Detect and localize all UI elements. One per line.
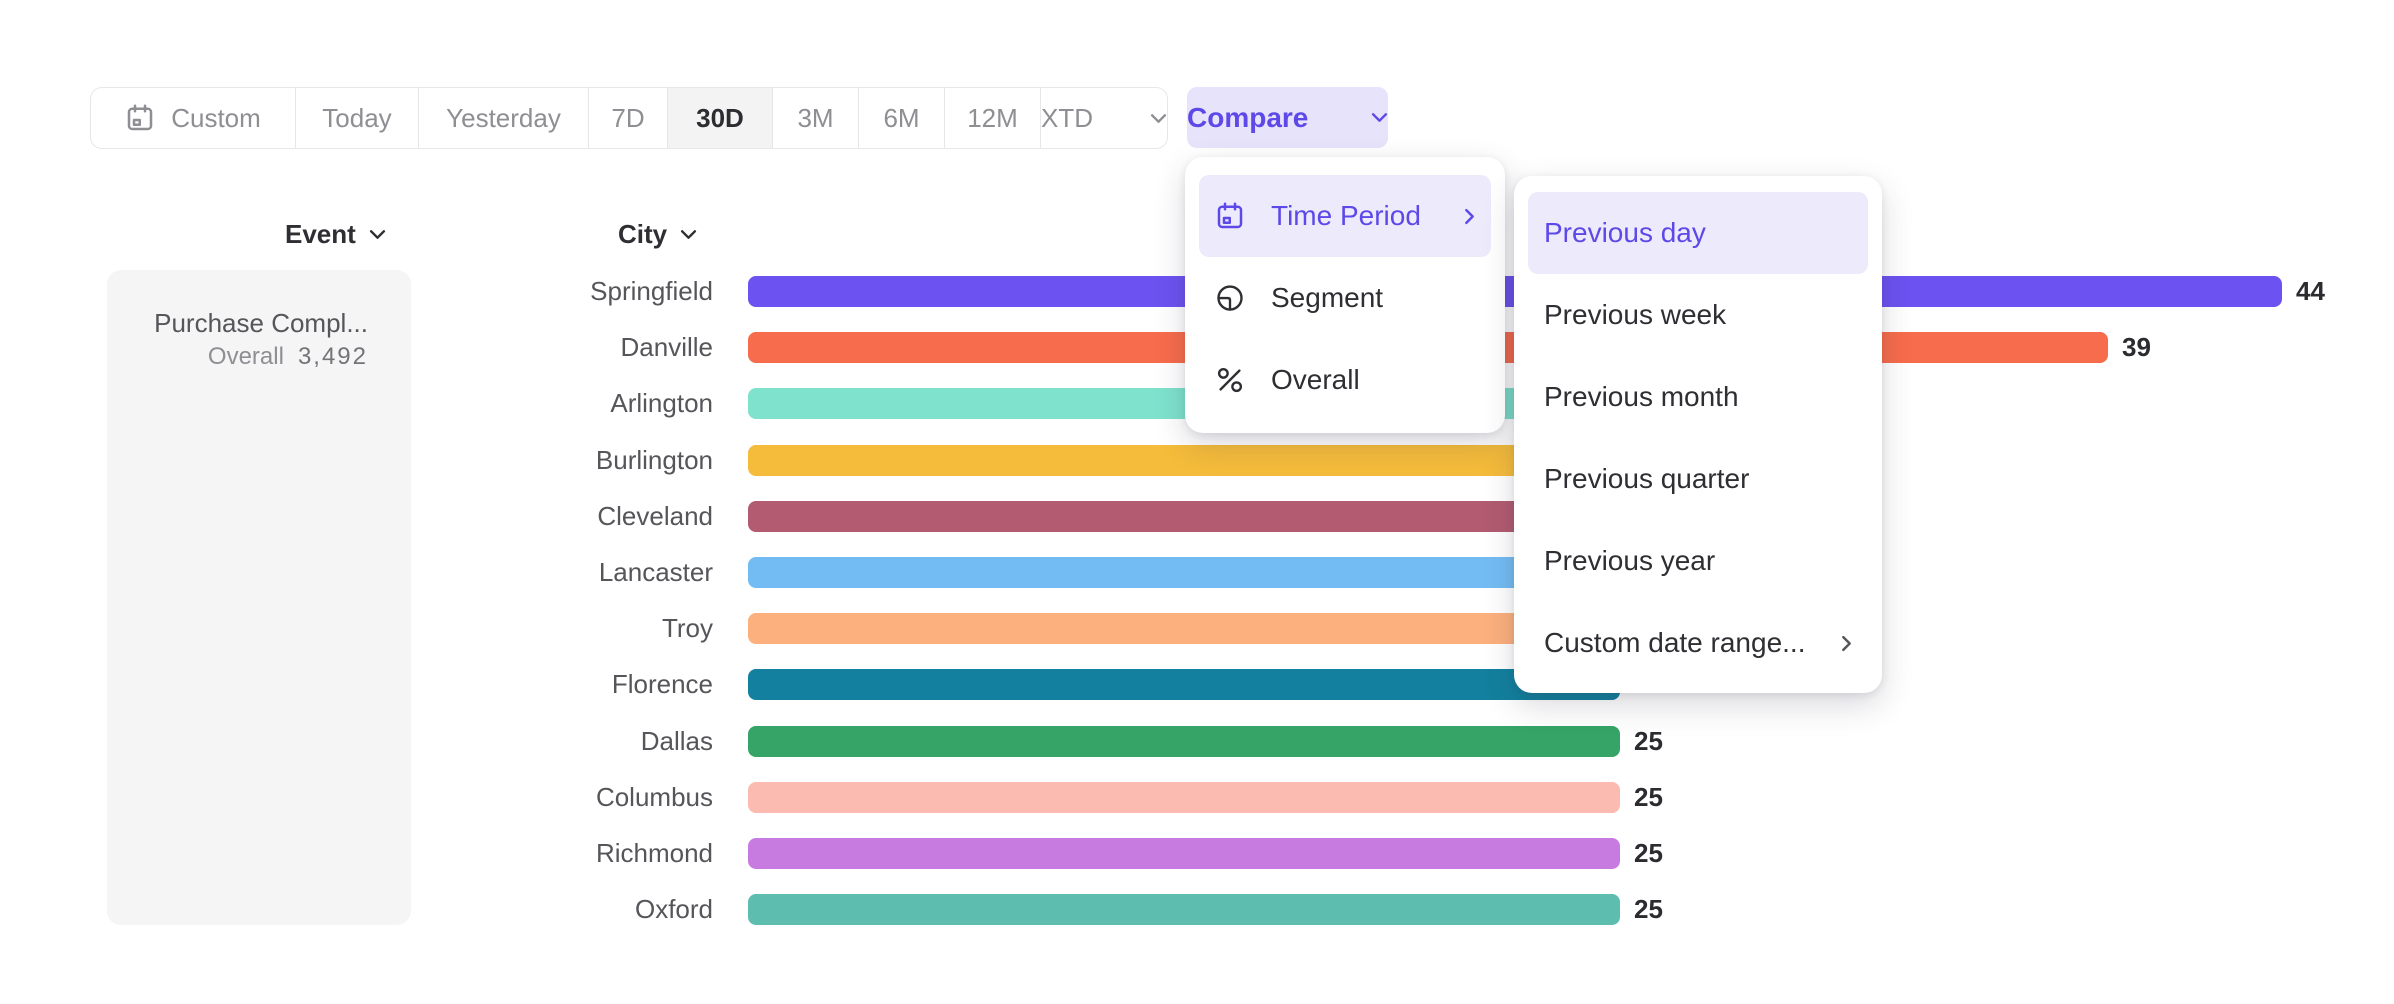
percent-icon (1215, 365, 1245, 395)
city-column-label: City (618, 218, 668, 249)
category-label: Dallas (640, 726, 713, 756)
bar-oxford[interactable] (748, 894, 1620, 925)
category-label: Florence (611, 669, 713, 699)
bar-columbus[interactable] (748, 782, 1620, 813)
toolbar-button-label: XTD (1041, 102, 1093, 133)
toolbar-button-label: 3M (797, 102, 834, 133)
toolbar-button-label: 12M (967, 102, 1018, 133)
toolbar-button-7d[interactable]: 7D (589, 88, 668, 148)
overall-value: 3,492 (297, 343, 368, 370)
bar-value-label: 39 (2122, 332, 2151, 362)
menu-item-label: Segment (1271, 282, 1384, 313)
category-label: Oxford (634, 894, 713, 924)
menu-item-previous-day[interactable]: Previous day (1528, 192, 1868, 274)
menu-item-previous-month[interactable]: Previous month (1528, 356, 1868, 438)
toolbar-button-yesterday[interactable]: Yesterday (419, 88, 589, 148)
compare-menu: Time Period Segment Overall (1185, 157, 1505, 433)
menu-item-previous-week[interactable]: Previous week (1528, 274, 1868, 356)
chevron-down-icon (680, 229, 697, 240)
category-label: Columbus (595, 782, 713, 812)
bar-value-label: 25 (1634, 782, 1663, 812)
event-column-label: Event (285, 218, 356, 249)
event-overall: Overall 3,492 (127, 342, 368, 372)
calendar-icon (125, 103, 155, 133)
category-label: Troy (661, 613, 713, 643)
toolbar-button-custom[interactable]: Custom (91, 88, 296, 148)
toolbar-button-label: Today (322, 102, 392, 133)
bar-troy[interactable] (748, 613, 1655, 644)
menu-item-label: Previous day (1544, 217, 1706, 248)
toolbar-button-label: 30D (696, 102, 744, 133)
overall-label: Overall (207, 343, 284, 370)
toolbar-button-xtd[interactable]: XTD (1041, 88, 1167, 148)
category-label: Burlington (595, 445, 713, 475)
chevron-right-icon (1464, 208, 1475, 225)
compare-button[interactable]: Compare (1187, 87, 1388, 148)
bar-value-label: 25 (1634, 894, 1663, 924)
event-card[interactable]: Purchase Compl... Overall 3,492 (107, 270, 411, 925)
toolbar-button-3m[interactable]: 3M (773, 88, 859, 148)
menu-item-previous-quarter[interactable]: Previous quarter (1528, 438, 1868, 520)
event-name: Purchase Compl... (154, 308, 368, 338)
bar-value-label: 44 (2296, 276, 2325, 306)
menu-item-overall[interactable]: Overall (1199, 339, 1491, 421)
chevron-down-icon (1150, 113, 1167, 124)
menu-item-label: Overall (1271, 364, 1360, 395)
category-label: Arlington (610, 388, 713, 418)
bar-dallas[interactable] (748, 726, 1620, 757)
date-range-toolbar: Custom Today Yesterday 7D 30D 3M 6M 12M XTD (90, 87, 1168, 149)
segment-icon (1215, 283, 1245, 313)
chevron-down-icon (1371, 112, 1388, 123)
toolbar-button-label: 6M (883, 102, 920, 133)
toolbar-button-today[interactable]: Today (296, 88, 419, 148)
menu-item-label: Previous week (1544, 299, 1727, 330)
category-label: Springfield (590, 276, 713, 306)
toolbar-button-12m[interactable]: 12M (945, 88, 1041, 148)
menu-item-custom-date-range[interactable]: Custom date range... (1528, 602, 1868, 684)
bar-florence[interactable] (748, 669, 1620, 700)
bar-value-label: 25 (1634, 838, 1663, 868)
menu-item-label: Previous year (1544, 545, 1716, 576)
toolbar-button-label: Custom (171, 102, 261, 133)
category-label: Cleveland (597, 501, 713, 531)
category-label: Richmond (595, 838, 713, 868)
chevron-down-icon (369, 229, 386, 240)
city-column-selector[interactable]: City (618, 219, 697, 249)
toolbar-button-30d[interactable]: 30D (668, 88, 773, 148)
menu-item-label: Previous month (1544, 381, 1739, 412)
toolbar-button-label: 7D (611, 102, 645, 133)
menu-item-previous-year[interactable]: Previous year (1528, 520, 1868, 602)
menu-item-segment[interactable]: Segment (1199, 257, 1491, 339)
category-label: Lancaster (598, 557, 713, 587)
menu-item-time-period[interactable]: Time Period (1199, 175, 1491, 257)
chevron-right-icon (1841, 635, 1852, 652)
compare-button-label: Compare (1187, 101, 1309, 133)
menu-item-label: Time Period (1271, 200, 1421, 231)
menu-item-label: Previous quarter (1544, 463, 1750, 494)
bar-richmond[interactable] (748, 838, 1620, 869)
time-period-submenu: Previous day Previous week Previous month P… (1514, 176, 1882, 693)
calendar-icon (1215, 201, 1245, 231)
toolbar-button-6m[interactable]: 6M (859, 88, 945, 148)
bar-value-label: 25 (1634, 726, 1663, 756)
category-label: Danville (620, 332, 714, 362)
menu-item-label: Custom date range... (1544, 627, 1806, 658)
toolbar-button-label: Yesterday (446, 102, 561, 133)
event-column-selector[interactable]: Event (285, 219, 386, 249)
